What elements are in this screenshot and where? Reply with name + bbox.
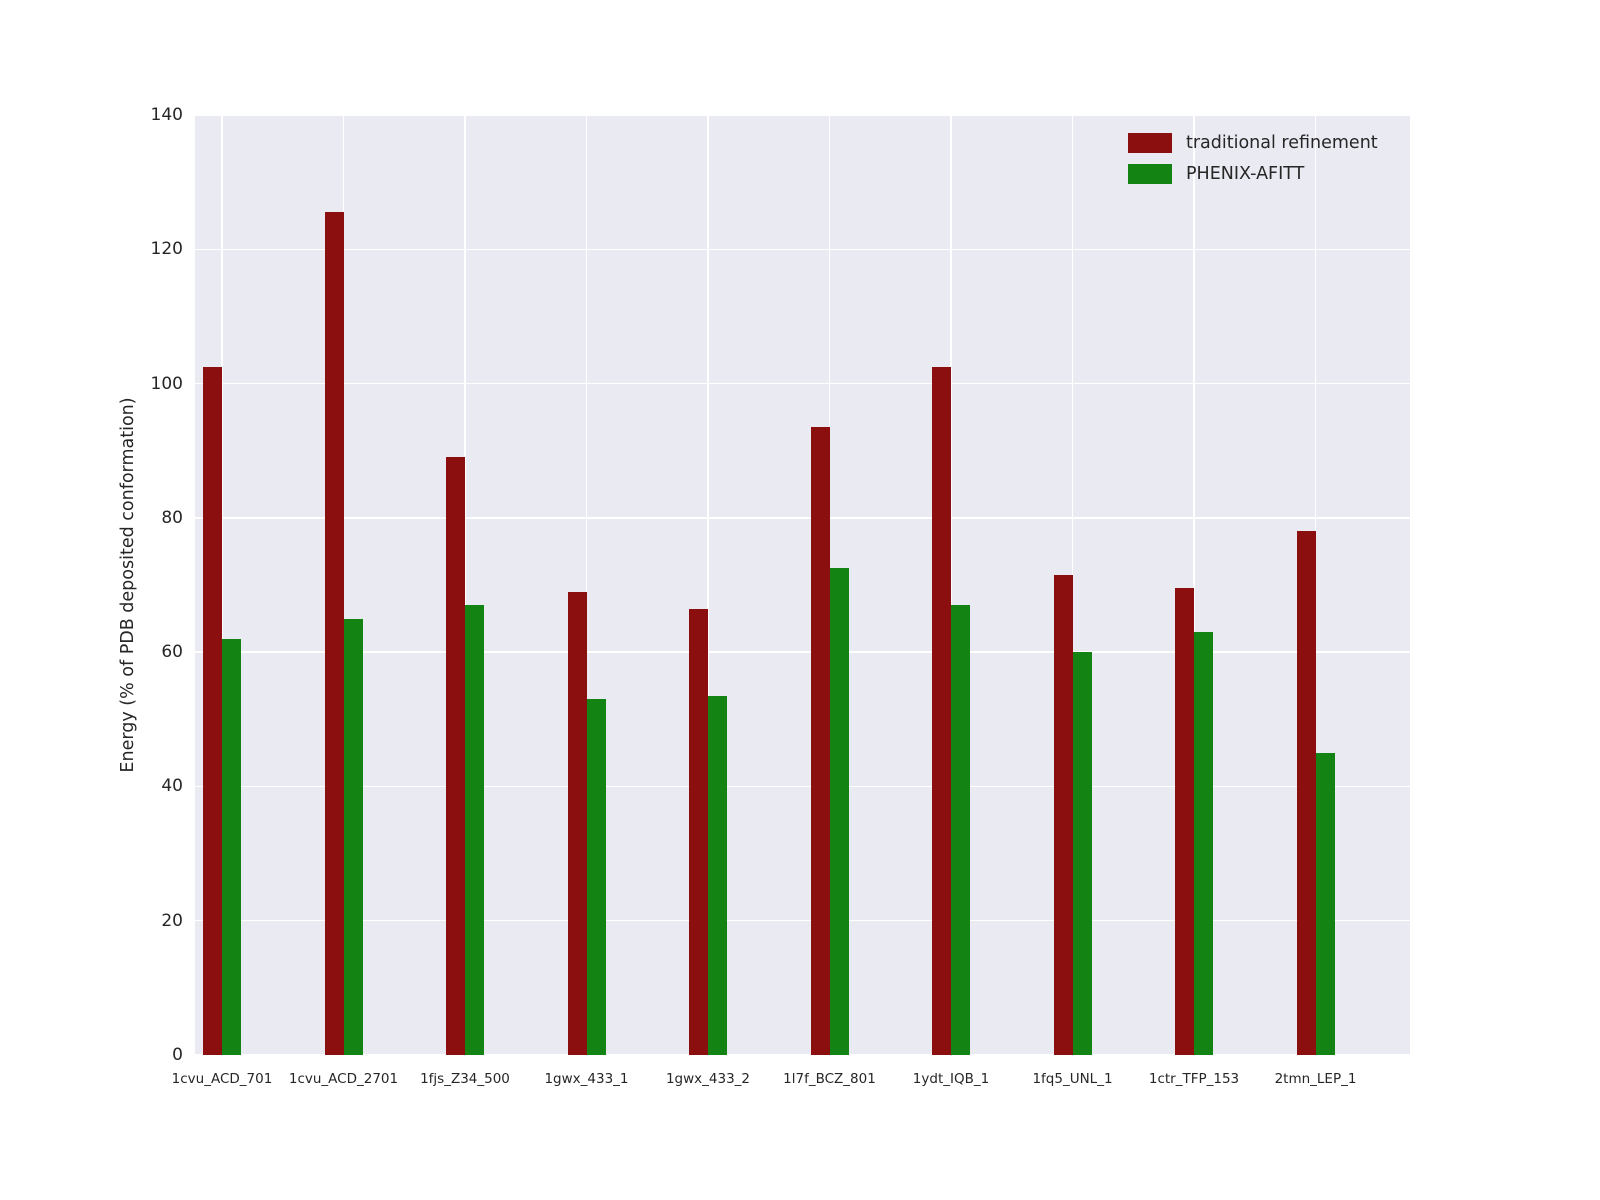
y-axis-title: Energy (% of PDB deposited conformation) <box>118 397 138 773</box>
legend-item-phenix-afitt: PHENIX-AFITT <box>1128 164 1378 184</box>
y-tick-label: 20 <box>161 910 183 931</box>
gridline-horizontal <box>195 785 1410 788</box>
x-tick-label: 1fq5_UNL_1 <box>1032 1071 1113 1087</box>
gridline-vertical <box>585 115 588 1055</box>
bar-traditional-refinement <box>203 366 222 1055</box>
x-tick-label: 1fjs_Z34_500 <box>420 1071 510 1087</box>
plot-area <box>195 114 1410 1056</box>
y-tick-label: 100 <box>150 373 183 394</box>
x-tick-label: 1ctr_TFP_153 <box>1148 1071 1240 1087</box>
gridline-horizontal <box>195 1054 1410 1056</box>
bar-traditional-refinement <box>1175 588 1194 1055</box>
y-tick-label: 0 <box>172 1045 183 1065</box>
gridline-horizontal <box>195 248 1410 250</box>
bar-traditional-refinement <box>810 427 830 1055</box>
legend-item-traditional: traditional refinement <box>1128 133 1378 153</box>
bar-traditional-refinement <box>324 212 344 1055</box>
y-tick-label: 40 <box>161 776 183 797</box>
bar-traditional-refinement <box>446 457 465 1055</box>
bar-phenix-afitt <box>951 605 970 1055</box>
y-tick-label: 80 <box>161 507 183 528</box>
gridline-horizontal <box>195 114 1410 116</box>
y-tick-label: 120 <box>150 239 183 260</box>
legend-label-traditional-refinement: traditional refinement <box>1186 133 1378 153</box>
bar-traditional-refinement <box>1053 574 1073 1055</box>
bar-traditional-refinement <box>689 608 708 1055</box>
gridline-horizontal <box>195 382 1410 385</box>
bar-phenix-afitt <box>708 695 727 1055</box>
gridline-vertical <box>1193 115 1195 1055</box>
legend: traditional refinement PHENIX-AFITT <box>1128 133 1378 195</box>
bar-phenix-afitt <box>1194 632 1213 1055</box>
bar-phenix-afitt <box>1072 652 1092 1055</box>
gridline-horizontal <box>195 920 1410 922</box>
legend-swatch-phenix-afitt <box>1128 164 1172 184</box>
y-tick-label: 60 <box>161 642 183 663</box>
bar-phenix-afitt <box>1315 752 1335 1055</box>
bar-phenix-afitt <box>222 638 241 1055</box>
bar-phenix-afitt <box>465 605 484 1055</box>
bar-phenix-afitt <box>829 568 849 1055</box>
x-tick-label: 2tmn_LEP_1 <box>1274 1071 1357 1087</box>
gridline-vertical <box>707 115 709 1055</box>
legend-label-phenix-afitt: PHENIX-AFITT <box>1186 164 1305 184</box>
legend-swatch-traditional-refinement <box>1128 133 1172 153</box>
x-tick-label: 1ydt_IQB_1 <box>912 1071 990 1087</box>
gridline-horizontal <box>195 517 1410 519</box>
x-tick-label: 1l7f_BCZ_801 <box>783 1071 876 1087</box>
x-tick-label: 1gwx_433_1 <box>544 1071 629 1087</box>
bar-traditional-refinement <box>567 591 587 1055</box>
x-tick-label: 1gwx_433_2 <box>665 1071 751 1087</box>
x-tick-label: 1cvu_ACD_2701 <box>288 1071 399 1087</box>
bar-traditional-refinement <box>1296 531 1316 1055</box>
gridline-horizontal <box>195 651 1410 653</box>
bar-traditional-refinement <box>932 366 951 1055</box>
y-tick-label: 140 <box>150 105 183 125</box>
bar-phenix-afitt <box>586 699 606 1055</box>
bar-phenix-afitt <box>343 618 363 1055</box>
x-tick-label: 1cvu_ACD_701 <box>171 1071 273 1087</box>
